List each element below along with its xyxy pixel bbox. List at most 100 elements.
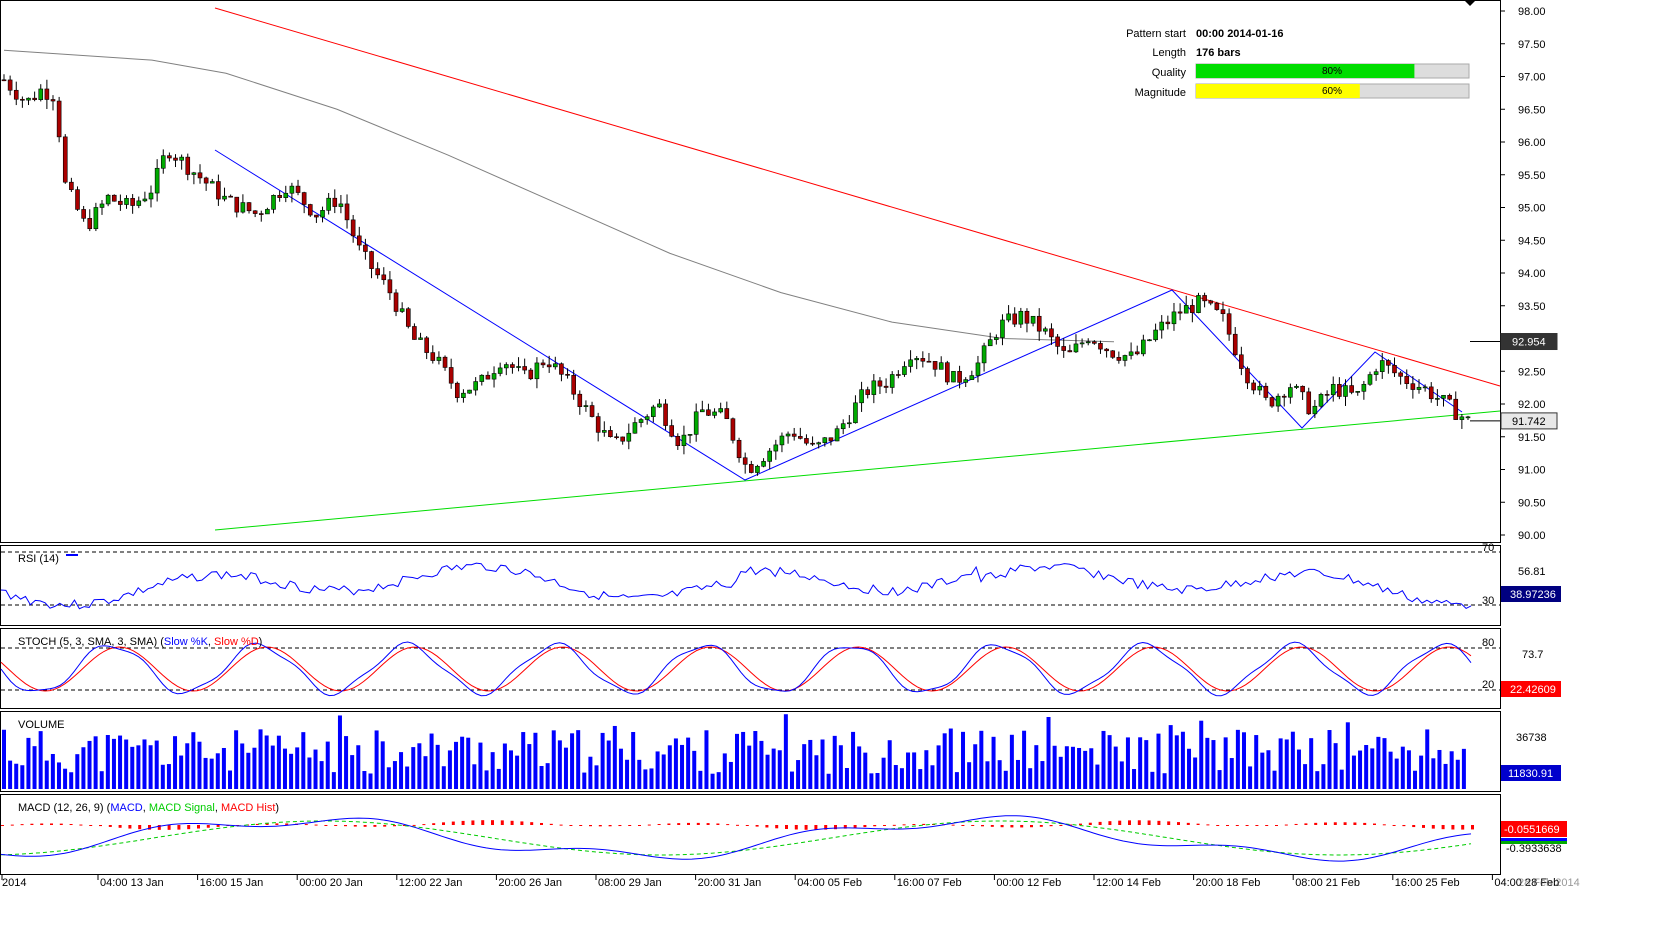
candle bbox=[755, 464, 760, 476]
volume-bar bbox=[527, 744, 532, 789]
volume-bar bbox=[270, 745, 275, 789]
volume-bar bbox=[32, 746, 37, 789]
volume-bar bbox=[99, 771, 104, 789]
candle bbox=[761, 458, 766, 468]
time-tick-label: 08:00 21 Feb bbox=[1295, 877, 1360, 889]
volume-bar bbox=[637, 759, 642, 789]
candle bbox=[62, 134, 68, 184]
volume-bar bbox=[802, 744, 807, 789]
candle bbox=[1318, 392, 1324, 409]
candle bbox=[1447, 393, 1452, 401]
candle bbox=[167, 152, 172, 162]
price-tick-label: 98.00 bbox=[1518, 6, 1546, 18]
macd-hist-bar bbox=[1314, 822, 1318, 825]
volume-bar bbox=[1132, 769, 1137, 789]
volume-bar bbox=[111, 738, 116, 789]
price-tick-label: 96.50 bbox=[1518, 104, 1546, 116]
candle bbox=[111, 194, 117, 202]
volume-bar bbox=[912, 752, 917, 789]
volume-bar bbox=[454, 741, 459, 789]
candle bbox=[1024, 308, 1030, 333]
volume-bar bbox=[808, 739, 813, 789]
macd-hist-bar bbox=[1353, 822, 1357, 825]
macd-hist-bar bbox=[1402, 825, 1406, 827]
volume-bar bbox=[533, 732, 538, 789]
macd-hist-bar bbox=[304, 824, 308, 826]
volume-bar bbox=[435, 744, 440, 789]
candle bbox=[130, 194, 135, 214]
volume-bar bbox=[612, 725, 617, 789]
macd-hist-bar bbox=[1059, 825, 1063, 826]
candle bbox=[424, 336, 429, 360]
support-line bbox=[214, 410, 1501, 531]
volume-bar bbox=[539, 765, 544, 789]
candle bbox=[209, 178, 215, 184]
stoch-badge: 22.42609 bbox=[1510, 684, 1556, 696]
macd-hist-bar bbox=[1069, 824, 1073, 826]
macd-hist-bar bbox=[1431, 825, 1435, 829]
volume-bar bbox=[692, 750, 697, 789]
time-tick-label: 20:00 18 Feb bbox=[1196, 877, 1261, 889]
volume-bar bbox=[997, 760, 1002, 789]
macd-hist-bar bbox=[1461, 825, 1465, 830]
volume-bar bbox=[490, 752, 495, 789]
macd-hist-bar bbox=[1235, 825, 1239, 826]
macd-hist-bar bbox=[863, 825, 867, 828]
volume-bar bbox=[918, 769, 923, 789]
candle bbox=[712, 408, 717, 419]
candle bbox=[785, 431, 791, 444]
volume-bar bbox=[50, 753, 55, 789]
volume-bar bbox=[386, 767, 391, 789]
volume-bar bbox=[472, 764, 477, 789]
volume-bar bbox=[1217, 770, 1222, 789]
candle bbox=[889, 371, 895, 394]
volume-bar bbox=[38, 731, 43, 789]
candle bbox=[926, 352, 932, 363]
macd-hist-bar bbox=[20, 824, 24, 826]
candle bbox=[957, 365, 962, 389]
stoch-level-80: 80 bbox=[1482, 637, 1494, 649]
macd-signal-line bbox=[0, 820, 1472, 856]
volume-bar bbox=[337, 715, 342, 789]
price-tick-label: 92.00 bbox=[1518, 399, 1546, 411]
volume-bar bbox=[1199, 720, 1204, 789]
candle bbox=[951, 371, 956, 383]
candle bbox=[430, 345, 436, 364]
macd-hist-bar bbox=[804, 825, 808, 830]
rsi-badge-box bbox=[1501, 586, 1561, 602]
rsi-title: RSI (14) bbox=[18, 553, 59, 565]
volume-bar bbox=[1095, 764, 1100, 789]
volume-bar bbox=[973, 744, 978, 789]
volume-bar bbox=[344, 736, 349, 789]
volume-bar bbox=[680, 744, 685, 789]
candle bbox=[516, 357, 521, 372]
volume-bar bbox=[618, 748, 623, 789]
volume-bar bbox=[429, 733, 434, 789]
macd-hist-bar bbox=[745, 825, 749, 826]
volume-bar bbox=[1345, 722, 1350, 789]
macd-hist-bar bbox=[902, 824, 906, 826]
candle bbox=[969, 370, 975, 380]
volume-bar bbox=[967, 762, 972, 789]
volume-bar bbox=[576, 730, 581, 789]
candle bbox=[1220, 301, 1226, 322]
scroll-marker-icon[interactable] bbox=[1464, 0, 1476, 6]
candle bbox=[1092, 340, 1097, 345]
macd-hist-bar bbox=[736, 824, 739, 826]
macd-hist-bar bbox=[696, 822, 700, 825]
macd-hist-bar bbox=[618, 825, 622, 827]
candle bbox=[338, 195, 344, 214]
macd-hist-bar bbox=[197, 825, 200, 829]
pattern-start-label: Pattern start bbox=[1126, 28, 1186, 40]
macd-hist-bar bbox=[579, 825, 583, 826]
volume-bar bbox=[1156, 733, 1161, 789]
macd-hist-bar bbox=[1098, 821, 1102, 825]
volume-bar bbox=[759, 740, 764, 789]
macd-hist-bar bbox=[530, 822, 534, 825]
candle bbox=[491, 366, 497, 388]
candle bbox=[467, 389, 472, 394]
volume-bar bbox=[1400, 746, 1405, 789]
volume-bar bbox=[649, 768, 654, 789]
quality-value: 80% bbox=[1322, 66, 1342, 77]
candle bbox=[363, 238, 368, 260]
